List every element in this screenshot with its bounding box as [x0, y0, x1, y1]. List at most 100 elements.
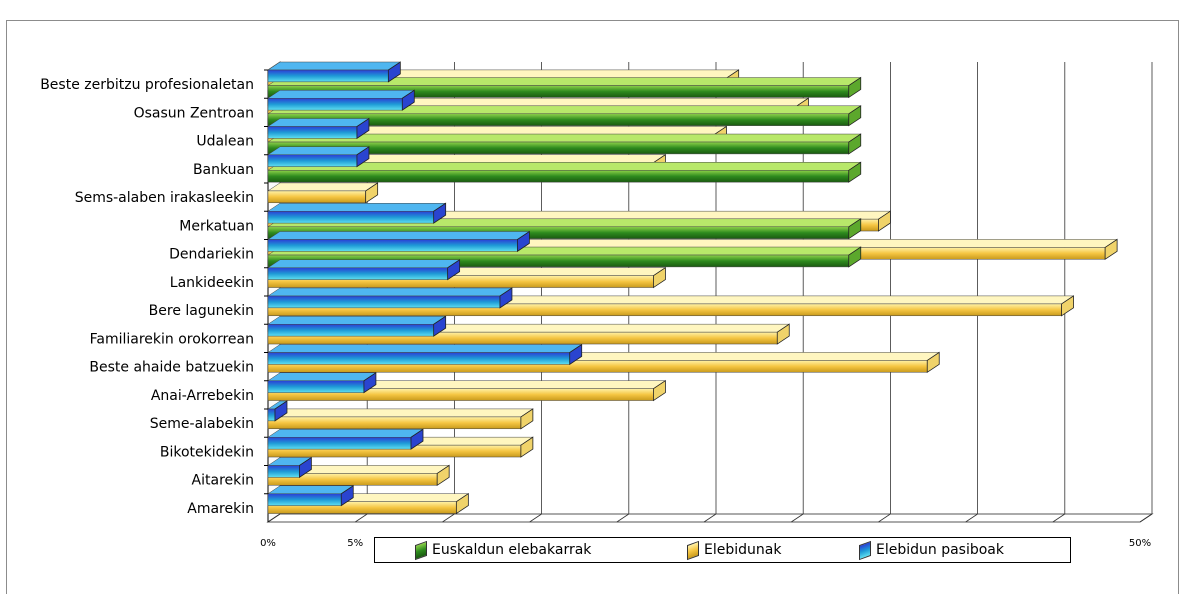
- bar-end: [569, 343, 583, 366]
- bar: [267, 295, 501, 309]
- legend-label: Euskaldun elebakarrak: [432, 542, 592, 558]
- gridline-floor: [442, 513, 455, 523]
- legend-item-elebidunak: Elebidunak: [687, 540, 782, 560]
- bar: [267, 126, 358, 139]
- bar: [267, 437, 412, 450]
- bar-end: [878, 210, 891, 232]
- bar-top: [267, 259, 461, 268]
- y-category-label: Anai-Arrebekin: [151, 388, 254, 404]
- bar-top: [267, 408, 534, 418]
- bar-end: [848, 246, 862, 268]
- y-category-label: Bere lagunekin: [149, 303, 254, 319]
- bar-end: [926, 351, 940, 374]
- y-category-label: Seme-alabekin: [150, 416, 254, 432]
- bar-top: [267, 61, 402, 71]
- bar-end: [848, 133, 862, 155]
- bar-end: [520, 436, 534, 458]
- legend-item-euskaldun-elebakarrak: Euskaldun elebakarrak: [415, 540, 592, 560]
- gridline-floor: [529, 513, 542, 523]
- bar-top: [267, 182, 379, 192]
- x-tick-label: 50%: [1129, 538, 1151, 549]
- gridline-floor: [790, 513, 804, 523]
- bar-end: [520, 408, 534, 430]
- bar-end: [433, 315, 447, 337]
- bar: [267, 493, 342, 506]
- bar: [267, 380, 365, 393]
- y-category-label: Amarekin: [187, 501, 254, 517]
- gridline-floor: [1052, 513, 1066, 523]
- bar-top: [267, 287, 513, 297]
- bar: [267, 267, 448, 280]
- legend: Euskaldun elebakarrak Elebidunak Elebidu…: [374, 537, 1071, 563]
- bar: [267, 408, 276, 422]
- bar-end: [653, 266, 666, 289]
- y-category-label: Aitarekin: [192, 473, 254, 489]
- bar-end: [455, 492, 469, 515]
- legend-label: Elebidun pasiboak: [876, 542, 1004, 558]
- y-category-label: Beste ahaide batzuekin: [89, 360, 254, 376]
- bar-top: [267, 203, 447, 212]
- bar-top: [267, 485, 355, 494]
- bar: [267, 239, 518, 252]
- y-category-label: Beste zerbitzu profesionaletan: [40, 77, 254, 93]
- bar-end: [356, 117, 370, 140]
- y-category-label: Familiarekin orokorrean: [90, 331, 254, 347]
- bar-top: [267, 231, 531, 240]
- gridline-floor: [703, 513, 717, 523]
- bar-end: [776, 323, 790, 345]
- y-axis-labels: Beste zerbitzu profesionaletan Osasun Zen…: [40, 69, 268, 517]
- bar-end: [356, 146, 370, 168]
- bar: [267, 465, 300, 478]
- x-tick-label: 5%: [347, 538, 363, 549]
- bar-end: [433, 202, 447, 224]
- legend-label: Elebidunak: [704, 542, 782, 558]
- bar-end: [410, 428, 424, 450]
- bar-top: [267, 118, 370, 127]
- bar-top: [267, 316, 447, 325]
- legend-item-elebidun-pasiboak: Elebidun pasiboak: [859, 540, 1004, 560]
- y-category-label: Bikotekidekin: [160, 444, 254, 460]
- bar-end: [436, 464, 450, 487]
- bar-end: [401, 89, 415, 111]
- bar-end: [298, 456, 312, 479]
- bar-end: [340, 485, 354, 507]
- bar-end: [447, 259, 461, 281]
- y-category-label: Udalean: [196, 134, 254, 150]
- gridline-floor: [616, 513, 630, 523]
- top-band: [0, 0, 1185, 20]
- bar: [267, 324, 434, 337]
- bar-end: [387, 61, 401, 83]
- bar: [267, 170, 850, 183]
- bar: [267, 352, 570, 365]
- bar: [267, 154, 358, 167]
- gridline-floor: [878, 513, 891, 523]
- bar: [267, 69, 389, 83]
- bar-end: [1061, 295, 1074, 317]
- bar-top: [267, 90, 416, 99]
- legend-swatch-blue: [859, 540, 871, 560]
- bar-end: [274, 400, 288, 422]
- x-tick-label: 0%: [260, 538, 276, 549]
- bars: [267, 61, 1118, 515]
- bar-end: [363, 372, 377, 394]
- bar-top: [267, 429, 424, 438]
- y-category-label: Merkatuan: [179, 218, 254, 234]
- y-category-label: Dendariekin: [169, 247, 254, 263]
- gridline-floor: [354, 513, 368, 523]
- bar: [267, 190, 366, 204]
- bar-end: [653, 379, 666, 402]
- bar-end: [499, 287, 513, 309]
- bar: [267, 98, 403, 111]
- bar: [267, 211, 434, 224]
- y-category-label: Bankuan: [193, 162, 254, 178]
- gridline-floor: [267, 513, 281, 523]
- bar-top: [267, 372, 377, 381]
- legend-swatch-green: [415, 540, 427, 560]
- chart-frame: [6, 20, 1179, 594]
- legend-swatch-yellow: [687, 540, 699, 560]
- bar: [267, 416, 522, 430]
- bar-end: [365, 182, 379, 204]
- y-category-label: Sems-alaben irakasleekin: [75, 190, 254, 206]
- y-category-label: Osasun Zentroan: [134, 105, 254, 121]
